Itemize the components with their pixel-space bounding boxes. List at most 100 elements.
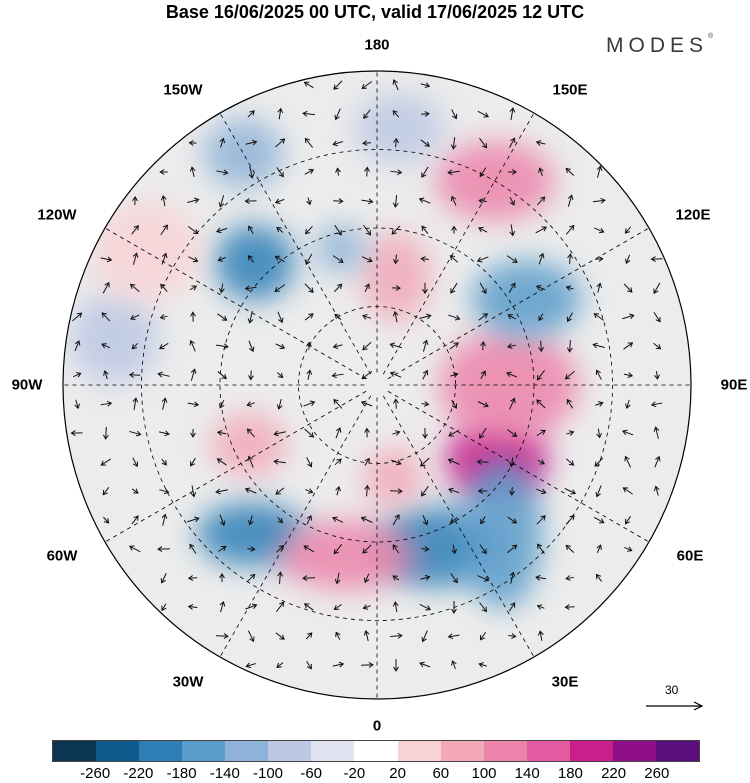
wind-arrow — [595, 485, 602, 498]
lon-label-30e: 30E — [551, 673, 579, 691]
wind-arrow — [450, 573, 458, 584]
wind-arrow — [624, 546, 633, 552]
wind-arrow — [161, 513, 168, 526]
wind-arrow — [479, 427, 487, 439]
wind-arrow — [187, 401, 200, 408]
wind-arrow — [332, 661, 345, 668]
colorbar-tick-label: -100 — [252, 765, 284, 782]
colorbar-segment — [397, 741, 441, 761]
wind-arrow — [277, 571, 284, 584]
wind-arrow — [476, 458, 489, 465]
colorbar-tick-label: 220 — [601, 765, 627, 782]
wind-arrow — [335, 631, 341, 640]
colorbar-tick-label: -180 — [166, 765, 197, 782]
wind-arrow — [509, 107, 516, 120]
wind-arrow — [73, 372, 82, 378]
wind-arrow — [190, 457, 196, 467]
wind-arrow — [103, 370, 109, 380]
wind-arrow — [189, 543, 197, 554]
anomaly-blob — [210, 412, 287, 477]
wind-arrow — [333, 398, 343, 409]
wind-arrow — [564, 370, 575, 380]
meridian-line — [104, 227, 367, 380]
wind-arrow — [447, 458, 460, 465]
wind-arrow — [102, 487, 110, 496]
wind-arrow — [218, 195, 225, 208]
wind-arrow — [277, 311, 284, 324]
wind-arrow — [392, 310, 399, 323]
wind-arrow — [565, 544, 575, 553]
wind-arrow — [335, 167, 341, 176]
map-title: Base 16/06/2025 00 UTC, valid 17/06/2025… — [165, 2, 585, 22]
wind-arrow — [216, 633, 229, 640]
wind-arrow — [333, 283, 343, 293]
wind-arrow — [451, 544, 458, 555]
modes-logo: MODES® — [606, 33, 713, 58]
wind-arrow — [158, 430, 170, 437]
wind-arrow — [393, 137, 399, 148]
colorbar-segment — [526, 741, 570, 761]
wind-arrow — [274, 198, 285, 205]
wind-arrow — [360, 400, 373, 407]
wind-arrow — [217, 545, 227, 552]
wind-arrow — [624, 254, 631, 265]
wind-arrow — [476, 256, 489, 263]
colorbar-tick-label: 140 — [514, 765, 540, 782]
wind-arrow — [245, 139, 258, 146]
lon-label-0: 0 — [372, 717, 382, 735]
wind-arrow — [160, 224, 168, 236]
wind-arrow — [507, 343, 517, 349]
wind-arrow — [479, 631, 486, 641]
wind-arrow — [333, 198, 344, 204]
wind-arrow — [275, 343, 286, 350]
wind-arrow — [216, 430, 227, 436]
wind-arrow — [302, 110, 315, 117]
colorbar-segment — [612, 741, 656, 761]
wind-arrow — [418, 197, 431, 204]
wind-arrow — [306, 197, 312, 206]
wind-arrow — [392, 575, 400, 581]
wind-arrow — [421, 225, 429, 235]
wind-arrow — [421, 485, 429, 497]
wind-arrow — [362, 604, 371, 610]
wind-arrow — [277, 516, 283, 524]
wind-arrow — [188, 140, 197, 146]
latitude-circle — [141, 149, 613, 621]
wind-arrow — [101, 343, 111, 349]
wind-arrow — [216, 169, 229, 176]
wind-arrow — [653, 426, 660, 439]
wind-arrow — [132, 252, 139, 265]
wind-arrow — [507, 544, 518, 554]
anomaly-blob — [315, 223, 366, 274]
wind-arrow — [538, 167, 544, 177]
wind-arrow — [420, 111, 430, 117]
wind-arrow — [565, 575, 574, 581]
wind-arrow — [653, 342, 662, 350]
wind-arrow — [187, 516, 200, 523]
wind-arrow — [304, 168, 315, 175]
wind-arrow — [536, 369, 545, 381]
wind-arrow — [332, 255, 344, 263]
wind-arrow — [595, 256, 604, 262]
wind-arrow — [217, 313, 228, 321]
wind-arrow — [363, 109, 371, 119]
wind-arrow — [364, 427, 370, 438]
wind-arrow — [187, 575, 198, 581]
wind-arrow — [567, 253, 574, 264]
wind-arrow — [190, 311, 196, 322]
wind-arrow — [364, 283, 370, 292]
wind-arrow — [303, 81, 314, 89]
wind-arrow — [131, 488, 139, 494]
wind-arrow — [158, 342, 169, 350]
wind-arrow — [244, 198, 257, 204]
wind-arrow — [390, 488, 403, 495]
wind-arrow — [392, 601, 399, 612]
wind-arrow — [304, 225, 313, 235]
wind-arrow — [419, 604, 432, 611]
wind-arrow — [509, 397, 516, 410]
wind-arrow — [479, 544, 487, 555]
wind-arrow — [451, 399, 457, 409]
wind-arrow — [477, 488, 488, 494]
wind-arrow — [477, 110, 490, 118]
wind-arrow — [245, 603, 258, 610]
